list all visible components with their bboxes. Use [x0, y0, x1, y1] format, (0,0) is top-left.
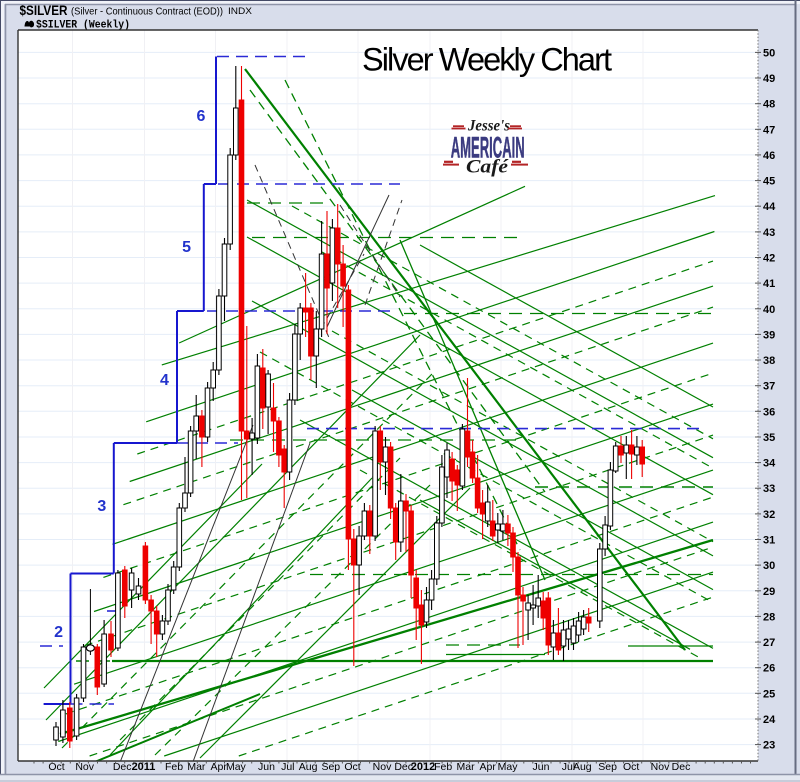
svg-text:43: 43 — [763, 227, 775, 239]
svg-text:30: 30 — [763, 560, 775, 572]
svg-text:Apr: Apr — [480, 761, 497, 773]
svg-text:May: May — [498, 761, 519, 773]
svg-text:Sep: Sep — [598, 761, 617, 773]
svg-text:Mar: Mar — [187, 761, 206, 773]
svg-text:Café: Café — [466, 157, 509, 178]
svg-text:42: 42 — [763, 253, 775, 265]
svg-text:36: 36 — [763, 406, 775, 418]
svg-text:INDX: INDX — [228, 6, 252, 16]
svg-text:38: 38 — [763, 355, 775, 367]
svg-text:Aug: Aug — [299, 761, 318, 773]
svg-text:Aug: Aug — [573, 761, 592, 773]
svg-text:5: 5 — [182, 239, 191, 256]
svg-text:33: 33 — [763, 483, 775, 495]
svg-text:44: 44 — [763, 201, 776, 213]
svg-text:Feb: Feb — [434, 761, 452, 773]
svg-text:37: 37 — [763, 381, 775, 393]
svg-text:6: 6 — [197, 108, 206, 125]
svg-text:Jun: Jun — [533, 761, 550, 773]
svg-text:47: 47 — [763, 124, 775, 136]
svg-text:4: 4 — [160, 372, 169, 389]
svg-text:May: May — [226, 761, 247, 773]
svg-text:Nov: Nov — [373, 761, 392, 773]
svg-text:32: 32 — [763, 509, 775, 521]
svg-text:Jun: Jun — [258, 761, 275, 773]
svg-text:Feb: Feb — [165, 761, 183, 773]
svg-text:48: 48 — [763, 99, 775, 111]
svg-text:Sep: Sep — [321, 761, 340, 773]
svg-text:Dec: Dec — [672, 761, 691, 773]
svg-text:2012: 2012 — [411, 761, 435, 773]
svg-text:31: 31 — [763, 535, 775, 547]
svg-text:$SILVER: $SILVER — [20, 2, 68, 18]
svg-text:46: 46 — [763, 150, 775, 162]
svg-text:25: 25 — [763, 688, 775, 700]
svg-text:Oct: Oct — [623, 761, 639, 773]
svg-text:26: 26 — [763, 663, 775, 675]
svg-text:39: 39 — [763, 329, 775, 341]
svg-text:35: 35 — [763, 432, 775, 444]
svg-text:Dec: Dec — [394, 761, 413, 773]
svg-text:AMERICAIN: AMERICAIN — [451, 132, 525, 165]
svg-text:34: 34 — [763, 458, 776, 470]
svg-text:3: 3 — [97, 498, 106, 515]
svg-text:Mar: Mar — [457, 761, 476, 773]
svg-text:40: 40 — [763, 304, 775, 316]
svg-text:2: 2 — [54, 624, 63, 641]
svg-text:Jul: Jul — [281, 761, 294, 773]
svg-text:$SILVER (Weekly): $SILVER (Weekly) — [36, 20, 130, 32]
svg-text:Oct: Oct — [48, 761, 64, 773]
svg-text:50: 50 — [763, 47, 775, 59]
svg-text:Dec: Dec — [113, 761, 132, 773]
svg-text:41: 41 — [763, 278, 775, 290]
svg-text:49: 49 — [763, 73, 775, 85]
svg-text:(Silver - Continuous Contract: (Silver - Continuous Contract (EOD)) — [71, 6, 223, 18]
svg-text:24: 24 — [763, 714, 776, 726]
svg-text:Jesse's: Jesse's — [467, 118, 510, 135]
svg-text:27: 27 — [763, 637, 775, 649]
svg-text:23: 23 — [763, 740, 775, 752]
svg-text:2011: 2011 — [132, 761, 156, 773]
svg-text:Oct: Oct — [344, 761, 360, 773]
svg-text:Nov: Nov — [651, 761, 670, 773]
svg-text:Nov: Nov — [75, 761, 94, 773]
svg-text:Apr: Apr — [211, 761, 228, 773]
svg-text:28: 28 — [763, 611, 775, 623]
svg-text:Jul: Jul — [562, 761, 575, 773]
svg-text:29: 29 — [763, 586, 775, 598]
svg-text:Silver Weekly Chart: Silver Weekly Chart — [362, 42, 612, 78]
svg-text:45: 45 — [763, 176, 775, 188]
